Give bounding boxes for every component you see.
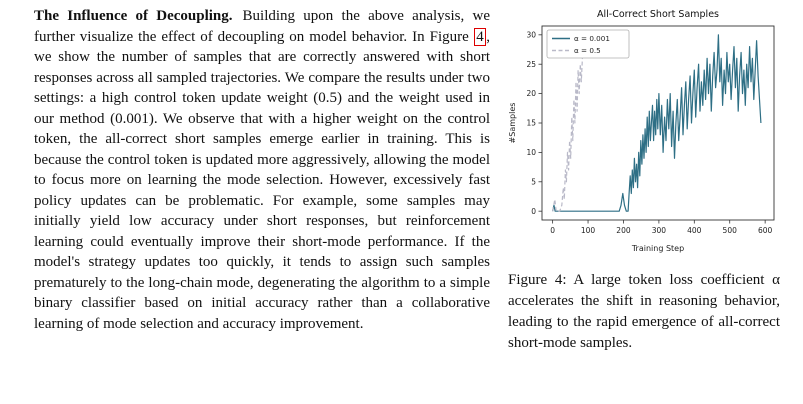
x-tick-label: 300 bbox=[652, 226, 667, 235]
x-tick-label: 600 bbox=[758, 226, 773, 235]
all-correct-short-samples-chart: 0 100 200 300 400 500 600 0 5 10 15 20 25 30 All-Corre… bbox=[508, 9, 775, 253]
body-text-pre: Building upon the above analysis, we fur… bbox=[34, 8, 490, 45]
plot-area-frame bbox=[541, 25, 775, 221]
figure-4-caption: Figure 4: A large token loss coefficient… bbox=[508, 272, 780, 351]
series-line-1 bbox=[552, 58, 583, 212]
figure-4: 0 100 200 300 400 500 600 0 5 10 15 20 25 30 All-Corre… bbox=[506, 4, 788, 354]
y-tick-label: 5 bbox=[531, 177, 536, 186]
chart-xlabel: Training Step bbox=[631, 244, 684, 253]
chart-title: All-Correct Short Samples bbox=[597, 9, 719, 20]
legend-label-0: α = 0.001 bbox=[574, 34, 610, 43]
body-text-post: , we show the number of samples that are… bbox=[34, 28, 490, 332]
x-tick-label: 100 bbox=[581, 226, 596, 235]
x-tick-label: 400 bbox=[687, 226, 702, 235]
paragraph: The Influence of Decoupling. Building upo… bbox=[34, 6, 490, 334]
series-line-0 bbox=[552, 34, 762, 212]
y-tick-label: 15 bbox=[526, 119, 536, 128]
x-tick-label: 500 bbox=[723, 226, 738, 235]
x-tick-label: 0 bbox=[550, 226, 555, 235]
chart-ylabel: #Samples bbox=[508, 103, 517, 144]
figure-4-reference-link[interactable]: 4 bbox=[473, 27, 487, 46]
y-tick-label: 30 bbox=[526, 30, 536, 39]
legend-label-1: α = 0.5 bbox=[574, 46, 601, 55]
y-tick-label: 25 bbox=[526, 60, 536, 69]
y-tick-label: 10 bbox=[526, 148, 536, 157]
x-tick-label: 200 bbox=[616, 226, 631, 235]
body-text-column: The Influence of Decoupling. Building upo… bbox=[34, 6, 490, 334]
y-tick-label: 20 bbox=[526, 89, 536, 98]
paragraph-heading: The Influence of Decoupling. bbox=[34, 8, 233, 24]
y-tick-label: 0 bbox=[531, 207, 536, 216]
